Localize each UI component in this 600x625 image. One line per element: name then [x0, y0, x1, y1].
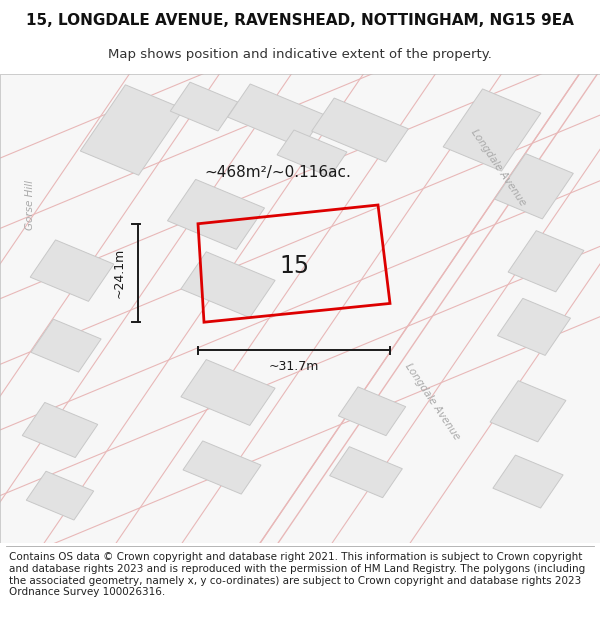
- Polygon shape: [80, 85, 184, 175]
- Text: ~468m²/~0.116ac.: ~468m²/~0.116ac.: [204, 164, 351, 180]
- Polygon shape: [329, 447, 403, 498]
- Text: Contains OS data © Crown copyright and database right 2021. This information is : Contains OS data © Crown copyright and d…: [9, 552, 585, 598]
- Polygon shape: [490, 381, 566, 442]
- Text: Map shows position and indicative extent of the property.: Map shows position and indicative extent…: [108, 48, 492, 61]
- Text: 15, LONGDALE AVENUE, RAVENSHEAD, NOTTINGHAM, NG15 9EA: 15, LONGDALE AVENUE, RAVENSHEAD, NOTTING…: [26, 13, 574, 28]
- Text: ~24.1m: ~24.1m: [112, 248, 125, 298]
- Polygon shape: [338, 387, 406, 436]
- Polygon shape: [443, 89, 541, 171]
- Polygon shape: [31, 319, 101, 372]
- Polygon shape: [30, 240, 114, 301]
- Polygon shape: [26, 471, 94, 520]
- Polygon shape: [493, 455, 563, 508]
- Polygon shape: [22, 402, 98, 458]
- Text: ~31.7m: ~31.7m: [269, 360, 319, 373]
- Polygon shape: [181, 252, 275, 318]
- Polygon shape: [181, 359, 275, 426]
- Polygon shape: [183, 441, 261, 494]
- Polygon shape: [170, 82, 238, 131]
- Text: Gorse Hill: Gorse Hill: [25, 180, 35, 230]
- Polygon shape: [167, 179, 265, 249]
- Polygon shape: [277, 130, 347, 177]
- Text: 15: 15: [279, 254, 309, 278]
- Polygon shape: [494, 154, 574, 219]
- Text: Longdale Avenue: Longdale Avenue: [469, 127, 527, 208]
- Polygon shape: [497, 298, 571, 356]
- Polygon shape: [508, 231, 584, 292]
- Text: Longdale Avenue: Longdale Avenue: [403, 362, 461, 442]
- Polygon shape: [311, 98, 409, 162]
- Polygon shape: [227, 84, 325, 148]
